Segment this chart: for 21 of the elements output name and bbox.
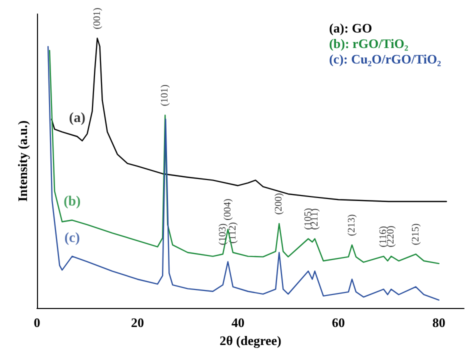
x-tick-label: 40 [231, 315, 244, 330]
annotation: (004) [222, 198, 234, 220]
y-axis-title: Intensity (a.u.) [15, 120, 30, 202]
x-tick-label: 0 [34, 315, 40, 330]
annotation: (103) [217, 223, 228, 246]
annotation: (215) [410, 223, 422, 246]
x-axis-title: 2θ (degree) [220, 333, 282, 348]
text: (a): GO [329, 20, 372, 36]
text: (b): rGO/TiO₂ [329, 36, 408, 51]
annotation: (213) [346, 214, 358, 236]
annotation: (c) [64, 230, 80, 246]
annotation: (a) [69, 110, 86, 126]
annotation: (101) [160, 84, 171, 106]
annotation: (b) [64, 194, 82, 210]
annotation: (200) [274, 192, 285, 215]
annotation: (112) [227, 222, 238, 244]
x-tick-label: 20 [130, 315, 144, 330]
text: (c): Cu₂O/rGO/TiO₂ [329, 52, 442, 66]
annotation: (001) [92, 8, 103, 30]
x-tick-label: 80 [432, 315, 446, 330]
x-tick-label: 60 [332, 315, 345, 330]
